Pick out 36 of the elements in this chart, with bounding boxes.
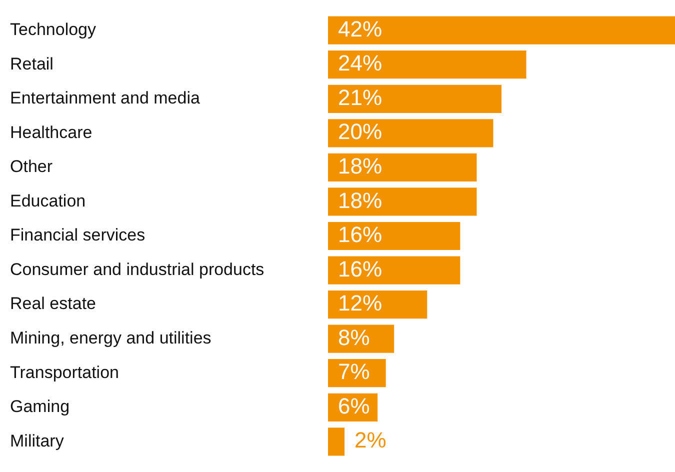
- data-label: 16%: [338, 222, 382, 248]
- bar: [328, 222, 460, 250]
- y-tick-label: Real estate: [10, 294, 96, 314]
- y-tick-label: Mining, energy and utilities: [10, 328, 212, 348]
- y-tick-label: Transportation: [10, 362, 119, 382]
- bar: [328, 153, 477, 182]
- data-label: 42%: [338, 16, 382, 42]
- data-label: 6%: [338, 393, 370, 418]
- bar: [328, 16, 675, 44]
- bar: [328, 256, 460, 284]
- data-label: 12%: [338, 290, 382, 316]
- data-label: 8%: [338, 324, 370, 350]
- y-tick-label: Education: [10, 191, 86, 210]
- data-label: 24%: [338, 50, 382, 76]
- data-label: 7%: [338, 359, 370, 384]
- y-tick-label: Entertainment and media: [10, 88, 200, 108]
- data-label: 18%: [338, 188, 382, 213]
- bar: [328, 188, 477, 216]
- data-label: 2%: [354, 428, 386, 453]
- y-tick-label: Other: [10, 157, 53, 176]
- bar: [328, 119, 494, 148]
- y-tick-label: Technology: [10, 20, 97, 40]
- bar: [328, 290, 428, 319]
- y-tick-label: Financial services: [10, 226, 146, 245]
- data-label: 16%: [338, 256, 382, 282]
- bar: [328, 428, 345, 456]
- bar: [328, 50, 526, 79]
- y-tick-label: Military: [10, 431, 64, 450]
- y-tick-label: Healthcare: [10, 122, 92, 142]
- y-tick-label: Consumer and industrial products: [10, 260, 264, 279]
- data-label: 21%: [338, 84, 382, 110]
- data-label: 20%: [338, 119, 382, 144]
- y-tick-label: Gaming: [10, 397, 70, 416]
- data-label: 18%: [338, 154, 382, 179]
- bar: [328, 84, 502, 113]
- y-tick-label: Retail: [10, 54, 54, 74]
